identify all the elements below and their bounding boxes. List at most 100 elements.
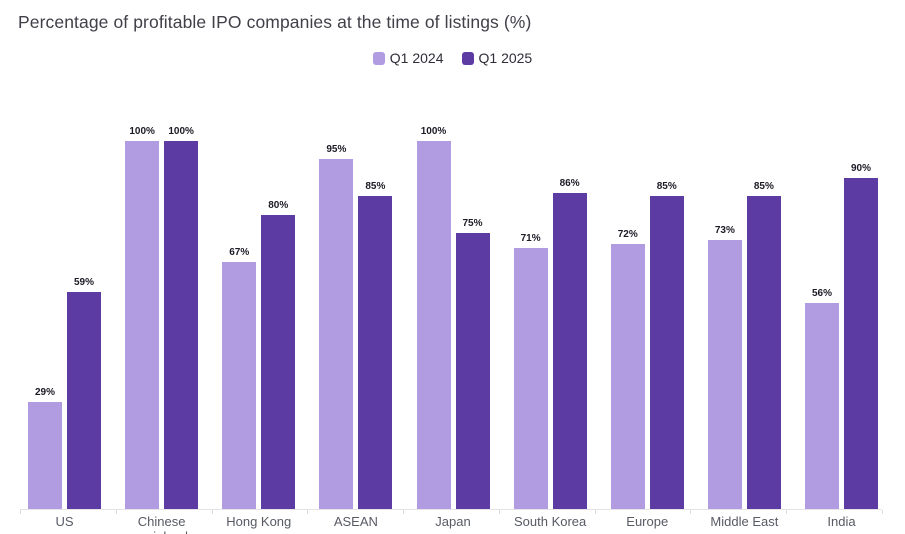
legend-label-q1-2025: Q1 2025 [478,50,533,66]
bar-value-label-q1-2024-india: 56% [811,288,832,299]
bar-value-label-q1-2024-middle-east: 73% [714,225,735,236]
x-axis-tick [690,510,692,514]
bar-pair-india: 56% 90% [805,119,878,509]
bar-q1-2024-europe [610,244,645,509]
bar-q1-2024-india [805,303,839,509]
bar-group-japan: 100% 75% Japan [416,119,490,529]
category-label-middle-east: Middle East [710,514,779,529]
bar-pair-middle-east: 73% 85% [707,119,781,509]
bar-q1-2025-hong-kong [261,215,296,509]
bar-group-india: 56% 90% India [805,119,878,529]
bar-wrap-q1-2024-middle-east: 73% [707,225,742,509]
bar-wrap-q1-2025-middle-east: 85% [746,181,781,509]
legend: Q1 2024 Q1 2025 [0,50,905,66]
x-axis-tick [498,510,500,514]
bar-value-label-q1-2024-asean: 95% [326,144,347,155]
category-label-asean: ASEAN [333,514,378,529]
category-label-south-korea: South Korea [513,514,587,529]
category-label-europe: Europe [626,514,669,529]
bar-group-europe: 72% 85% Europe [610,119,684,529]
x-axis-tick [20,510,21,514]
bar-value-label-q1-2024-hong-kong: 67% [229,247,250,258]
bar-wrap-q1-2024-india: 56% [805,288,839,509]
bar-groups: 29% 59% US 100% 100% Chinese mainland 67% 80% Ho… [28,119,878,534]
bar-group-us: 29% 59% US [28,119,101,529]
legend-label-q1-2024: Q1 2024 [389,50,444,66]
bar-q1-2024-chinese-mainland [125,141,160,509]
chart-title: Percentage of profitable IPO companies a… [18,12,532,32]
bar-q1-2025-chinese-mainland [164,141,199,509]
bar-wrap-q1-2024-chinese-mainland: 100% [125,126,160,509]
category-label-hong-kong: Hong Kong [226,514,292,529]
x-axis-tick [594,510,596,514]
bar-q1-2025-india [844,178,878,509]
bar-q1-2025-middle-east [746,196,781,509]
bar-wrap-q1-2025-hong-kong: 80% [261,200,296,509]
bar-wrap-q1-2025-india: 90% [844,163,878,509]
x-axis-tick [882,510,883,514]
bar-q1-2025-asean [358,196,393,509]
bar-value-label-q1-2024-us: 29% [34,387,55,398]
bar-value-label-q1-2024-japan: 100% [420,126,447,137]
bar-pair-asean: 95% 85% [319,119,393,509]
legend-swatch-q1-2025 [461,51,474,65]
bar-value-label-q1-2024-europe: 72% [617,229,638,240]
x-axis-line [20,509,882,510]
category-label-us: US [55,514,74,529]
bar-wrap-q1-2025-japan: 75% [455,218,490,509]
bar-wrap-q1-2025-chinese-mainland: 100% [164,126,199,509]
bar-wrap-q1-2024-south-korea: 71% [513,233,548,509]
bar-group-hong-kong: 67% 80% Hong Kong [222,119,296,529]
x-axis-tick [211,510,213,514]
bar-wrap-q1-2025-asean: 85% [358,181,393,509]
bar-value-label-q1-2025-india: 90% [850,163,871,174]
bar-group-south-korea: 71% 86% South Korea [513,119,587,529]
bar-value-label-q1-2024-south-korea: 71% [520,233,541,244]
bar-group-chinese-mainland: 100% 100% Chinese mainland [125,119,199,534]
bar-q1-2024-us [28,402,62,509]
bar-value-label-q1-2025-chinese-mainland: 100% [168,126,194,137]
bar-wrap-q1-2024-us: 29% [28,387,62,509]
legend-item-q1-2025: Q1 2025 [461,50,533,66]
bar-wrap-q1-2025-us: 59% [67,277,101,509]
x-axis-tick [115,510,117,514]
legend-item-q1-2024: Q1 2024 [372,50,444,66]
bar-pair-japan: 100% 75% [416,119,490,509]
bar-value-label-q1-2025-south-korea: 86% [559,178,580,189]
bar-q1-2025-japan [455,233,490,509]
bar-value-label-q1-2025-us: 59% [73,277,94,288]
category-label-japan: Japan [435,514,471,529]
bar-value-label-q1-2025-asean: 85% [365,181,386,192]
bar-wrap-q1-2024-japan: 100% [416,126,451,509]
bar-q1-2024-asean [319,159,354,509]
bar-value-label-q1-2025-japan: 75% [462,218,483,229]
bar-q1-2024-japan [416,141,451,509]
bar-group-asean: 95% 85% ASEAN [319,119,393,529]
bar-pair-south-korea: 71% 86% [513,119,587,509]
x-axis-tick [786,510,788,514]
bar-wrap-q1-2024-asean: 95% [319,144,354,509]
bar-q1-2024-south-korea [513,248,548,509]
bar-q1-2024-hong-kong [222,262,257,509]
bar-value-label-q1-2025-hong-kong: 80% [268,200,289,211]
bar-q1-2025-south-korea [552,193,587,509]
bar-pair-us: 29% 59% [28,119,101,509]
bar-q1-2024-middle-east [707,240,742,509]
bar-pair-chinese-mainland: 100% 100% [125,119,199,509]
bar-value-label-q1-2025-europe: 85% [656,181,677,192]
bar-value-label-q1-2025-middle-east: 85% [753,181,774,192]
x-axis-tick [403,510,405,514]
category-label-chinese-mainland: Chinese mainland [135,514,188,534]
x-axis-tick [307,510,309,514]
bar-group-middle-east: 73% 85% Middle East [707,119,781,529]
bar-wrap-q1-2024-hong-kong: 67% [222,247,257,509]
bar-wrap-q1-2025-europe: 85% [649,181,684,509]
bar-pair-europe: 72% 85% [610,119,684,509]
bar-q1-2025-us [67,292,101,509]
bar-q1-2025-europe [649,196,684,509]
bar-wrap-q1-2024-europe: 72% [610,229,645,509]
bar-pair-hong-kong: 67% 80% [222,119,296,509]
bar-value-label-q1-2024-chinese-mainland: 100% [129,126,155,137]
